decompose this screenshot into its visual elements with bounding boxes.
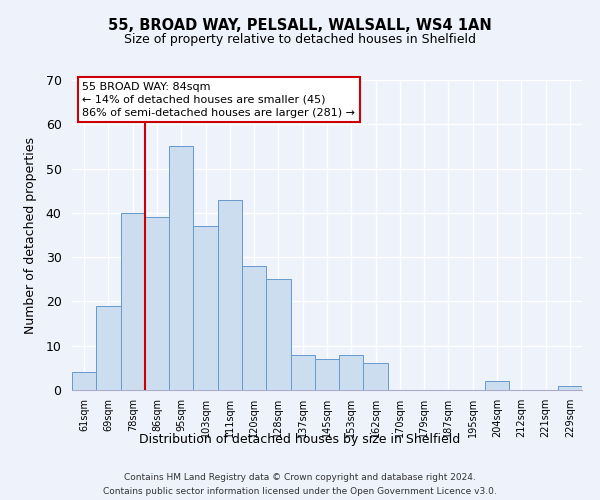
Bar — [266, 280, 290, 390]
Bar — [339, 354, 364, 390]
Bar — [315, 359, 339, 390]
Y-axis label: Number of detached properties: Number of detached properties — [24, 136, 37, 334]
Bar — [290, 354, 315, 390]
Bar — [218, 200, 242, 390]
Bar — [96, 306, 121, 390]
Text: Contains public sector information licensed under the Open Government Licence v3: Contains public sector information licen… — [103, 488, 497, 496]
Bar — [169, 146, 193, 390]
Bar — [193, 226, 218, 390]
Text: Distribution of detached houses by size in Shelfield: Distribution of detached houses by size … — [139, 432, 461, 446]
Text: Contains HM Land Registry data © Crown copyright and database right 2024.: Contains HM Land Registry data © Crown c… — [124, 472, 476, 482]
Text: 55, BROAD WAY, PELSALL, WALSALL, WS4 1AN: 55, BROAD WAY, PELSALL, WALSALL, WS4 1AN — [108, 18, 492, 32]
Bar — [485, 381, 509, 390]
Bar — [145, 218, 169, 390]
Bar — [242, 266, 266, 390]
Text: 55 BROAD WAY: 84sqm
← 14% of detached houses are smaller (45)
86% of semi-detach: 55 BROAD WAY: 84sqm ← 14% of detached ho… — [82, 82, 355, 118]
Text: Size of property relative to detached houses in Shelfield: Size of property relative to detached ho… — [124, 32, 476, 46]
Bar — [121, 213, 145, 390]
Bar — [558, 386, 582, 390]
Bar — [72, 372, 96, 390]
Bar — [364, 364, 388, 390]
